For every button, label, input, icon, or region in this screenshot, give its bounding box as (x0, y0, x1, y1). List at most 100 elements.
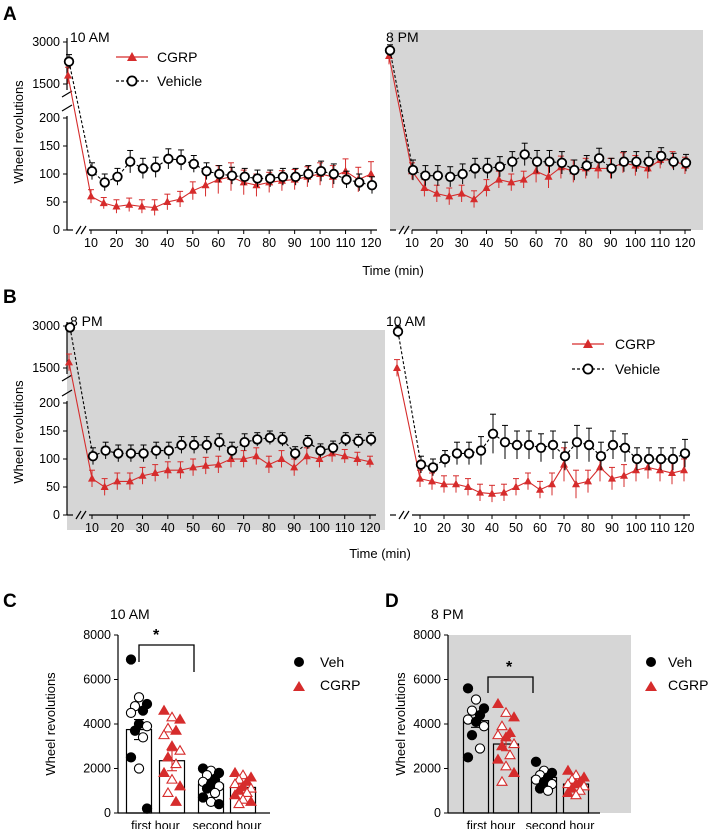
vehicle-point (571, 437, 583, 448)
vehicle-point (531, 156, 543, 167)
cgrp-point (596, 462, 604, 471)
vehicle-point (239, 171, 250, 183)
cgrp-point (252, 180, 261, 189)
cgrp-point (125, 476, 134, 485)
cgrp-point (277, 454, 286, 462)
vehicle-point (124, 156, 136, 167)
y-tick-label: 200 (39, 111, 60, 125)
cgrp-dot (562, 786, 574, 798)
panel-b-left-title: 8 PM (70, 313, 103, 329)
x-tick-label: 120 (675, 236, 696, 250)
x-tick-label: 10 (413, 521, 427, 535)
x-tick-label: 10 (84, 236, 98, 250)
sig-star-d: * (506, 659, 513, 676)
cgrp-point (608, 474, 616, 482)
vehicle-point (607, 439, 619, 451)
cgrp-point (507, 177, 516, 186)
x-axis-break-mark (403, 510, 410, 520)
chart-a-right: 10 20 30 40 50 60 70 80 90 100 110 120 (384, 44, 696, 250)
veh-dot (466, 729, 478, 741)
y-tick-label: 4000 (413, 717, 441, 731)
y-tick-label: 3000 (32, 35, 60, 49)
panel-b-ylabel: Wheel revolutions (11, 380, 26, 484)
cgrp-point (494, 175, 503, 183)
vehicle-point (163, 153, 174, 165)
cgrp-point (668, 468, 676, 476)
x-tick-label: 30 (455, 236, 469, 250)
vehicle-point (679, 448, 691, 459)
y-tick-label: 4000 (83, 717, 111, 731)
veh-dot (137, 732, 149, 743)
panel-a-ylabel: Wheel revolutions (11, 80, 26, 184)
cgrp-point (432, 189, 441, 197)
y-tick-label: 8000 (413, 628, 441, 642)
veh-dot (462, 683, 474, 694)
vehicle-point (559, 451, 571, 462)
cgrp-dot (245, 795, 257, 806)
cgrp-point (512, 482, 520, 490)
cgrp-point (532, 166, 541, 175)
cgrp-point (643, 163, 652, 172)
cgrp-point (560, 460, 568, 468)
cgrp-point (536, 485, 544, 493)
x-tick-label: 10 (85, 521, 99, 535)
x-category-label: second hour (526, 819, 595, 829)
veh-dot (141, 721, 153, 732)
cgrp-point (163, 197, 172, 205)
cgrp-dot (162, 751, 174, 762)
panel-a-right-title: 8 PM (386, 29, 419, 45)
vehicle-point (252, 173, 263, 184)
cgrp-point (150, 203, 159, 211)
vehicle-point (226, 445, 238, 456)
sig-bracket-d: * (487, 659, 534, 693)
x-tick-label: 80 (581, 521, 595, 535)
vehicle-point (302, 437, 314, 448)
x-category-label: second hour (193, 819, 262, 829)
cgrp-point (239, 454, 248, 462)
x-axis-break-mark (398, 510, 405, 520)
vehicle-point (264, 432, 276, 443)
vehicle-point (420, 170, 431, 181)
x-tick-label: 20 (437, 521, 451, 535)
cgrp-point (482, 183, 491, 191)
vehicle-point (327, 442, 339, 454)
cgrp-point (644, 462, 652, 471)
x-tick-label: 80 (579, 236, 593, 250)
x-tick-label: 80 (262, 521, 276, 535)
x-tick-label: 60 (533, 521, 547, 535)
vehicle-point (499, 437, 511, 448)
cgrp-point (680, 465, 688, 474)
cgrp-dot (170, 795, 182, 806)
vehicle-point (226, 170, 238, 181)
veh-dot (133, 763, 145, 774)
y-tick-label: 8000 (83, 628, 111, 642)
x-tick-label: 80 (262, 236, 276, 250)
cgrp-point (416, 474, 424, 482)
cgrp-dot (500, 760, 512, 771)
vehicle-point (643, 453, 655, 465)
vehicle-point (252, 434, 263, 445)
vehicle-point (201, 165, 212, 177)
vehicle-point (137, 163, 149, 174)
cgrp-dot (162, 786, 174, 798)
panel-c-title: 10 AM (110, 606, 150, 622)
x-tick-label: 50 (186, 236, 200, 250)
veh-dot (125, 654, 137, 665)
vehicle-point (668, 156, 679, 167)
cgrp-point (488, 489, 496, 497)
vehicle-point (138, 448, 149, 459)
sig-bracket-c: * (138, 627, 195, 672)
x-axis-break-mark (403, 225, 410, 235)
cgrp-point (393, 363, 401, 371)
cgrp-point (64, 71, 72, 79)
vehicle-point (631, 453, 643, 465)
cgrp-point (353, 454, 362, 462)
cgrp-point (464, 482, 472, 490)
y-tick-label: 1500 (32, 361, 60, 375)
x-tick-label: 100 (310, 236, 331, 250)
chart-c: 0 2000 4000 6000 8000 first hour second hour (83, 628, 270, 829)
y-tick-label: 50 (46, 195, 60, 209)
cgrp-point (457, 189, 466, 197)
cgrp-point (519, 175, 528, 183)
cgrp-point (264, 460, 273, 468)
